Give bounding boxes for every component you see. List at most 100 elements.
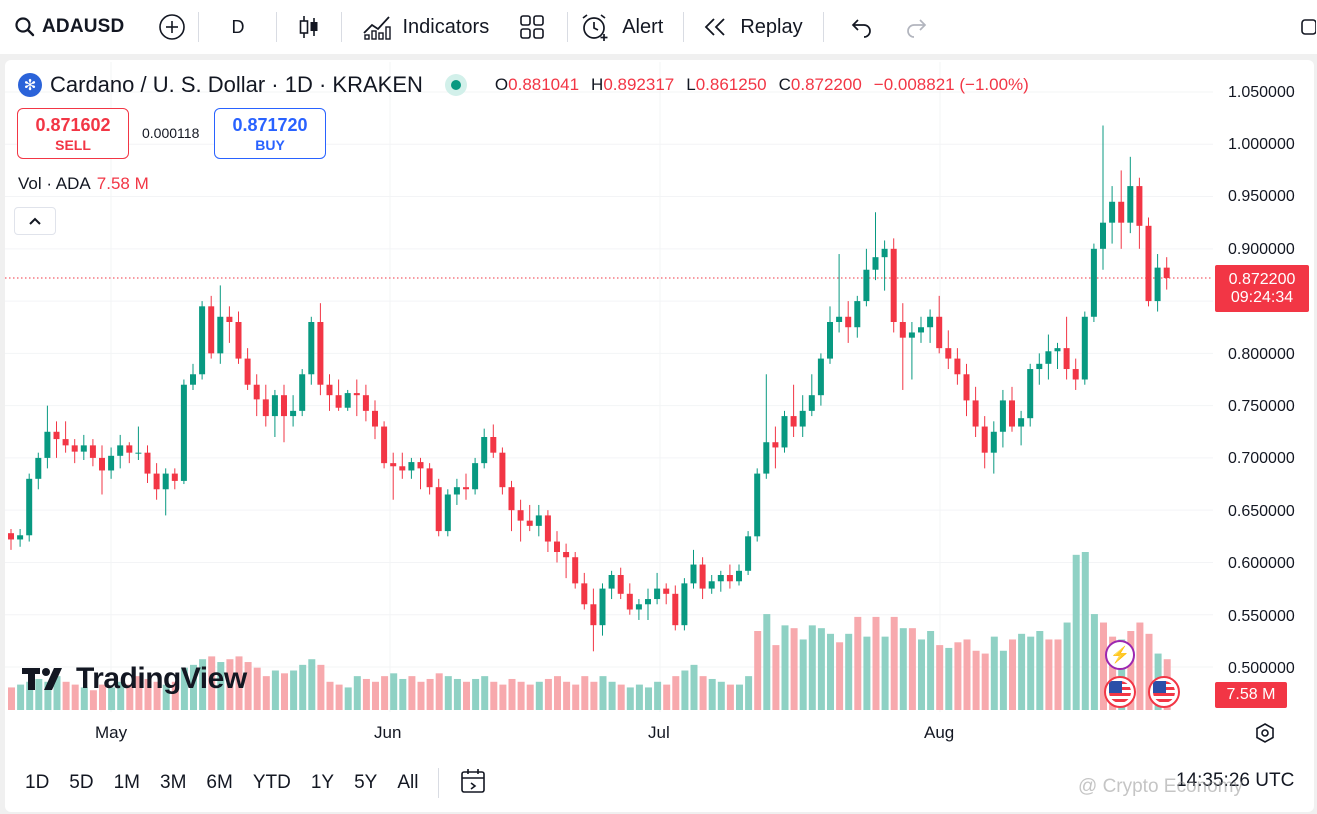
separator — [567, 12, 569, 42]
range-5y[interactable]: 5Y — [354, 772, 378, 793]
redo-button[interactable] — [904, 0, 930, 54]
volume-bar — [53, 676, 61, 710]
range-ytd[interactable]: YTD — [252, 772, 291, 793]
volume-bar — [271, 670, 279, 710]
candle — [290, 395, 297, 427]
sell-button[interactable]: 0.871602 SELL — [17, 108, 129, 159]
candle-body — [927, 316, 934, 328]
volume-bar — [108, 687, 116, 710]
candle — [26, 473, 33, 542]
range-6m[interactable]: 6M — [206, 772, 233, 793]
candle-body — [581, 583, 588, 605]
candle — [372, 400, 378, 440]
candle — [635, 599, 642, 620]
range-1y[interactable]: 1Y — [310, 772, 335, 793]
replay-button[interactable]: Replay — [702, 0, 803, 54]
candle-body — [1018, 418, 1025, 427]
candle-body — [526, 520, 533, 526]
utc-clock[interactable]: 14:35:26 UTC — [1176, 770, 1295, 791]
candle-body — [699, 564, 706, 589]
candle-body — [35, 457, 42, 479]
us-flag-event-icon[interactable] — [1148, 676, 1180, 708]
right-toolbar-button[interactable] — [1300, 0, 1316, 54]
volume-bar — [1127, 631, 1135, 710]
candle-body — [1036, 363, 1043, 370]
candle — [89, 439, 96, 467]
candle-body — [772, 442, 779, 448]
candle — [654, 572, 661, 605]
candle — [981, 416, 988, 469]
range-5d[interactable]: 5D — [69, 772, 94, 793]
symbol-search[interactable]: ADAUSD — [14, 0, 124, 54]
candle-body — [453, 487, 460, 495]
buy-button[interactable]: 0.871720 BUY — [214, 108, 326, 159]
range-1m[interactable]: 1M — [113, 772, 140, 793]
layouts-button[interactable] — [519, 0, 545, 54]
price-axis-label: 0.600000 — [1228, 555, 1295, 572]
volume-bar — [990, 636, 998, 710]
candle-body — [408, 462, 415, 471]
candle — [508, 480, 515, 532]
low-value: 0.861250 — [695, 75, 767, 94]
candle — [162, 468, 169, 516]
candle-body — [1072, 369, 1079, 380]
candle-body — [126, 445, 133, 453]
volume-bar — [1027, 636, 1035, 710]
candle — [927, 309, 934, 343]
undo-icon — [851, 19, 871, 38]
go-to-date-button[interactable] — [459, 767, 487, 800]
volume-value: 7.58 M — [96, 174, 149, 193]
compare-button[interactable] — [158, 0, 186, 54]
candle — [217, 285, 224, 364]
candle — [481, 428, 488, 469]
interval-button[interactable]: D — [231, 16, 245, 37]
us-flag-event-icon[interactable] — [1104, 676, 1136, 708]
volume-bar — [244, 662, 252, 710]
candle — [754, 468, 761, 542]
series-title[interactable]: Cardano / U. S. Dollar · 1D · KRAKEN — [50, 72, 423, 97]
redo-icon — [906, 19, 926, 38]
volume-bar — [654, 681, 662, 710]
candle-body — [271, 395, 278, 417]
spread-value: 0.000118 — [142, 125, 200, 141]
price-axis-label: 0.800000 — [1228, 346, 1295, 363]
range-1d[interactable]: 1D — [25, 772, 50, 793]
volume-bar — [99, 684, 106, 710]
candle-body — [808, 395, 815, 411]
indicators-button[interactable]: Indicators — [362, 0, 489, 54]
candle — [945, 330, 952, 370]
volume-bar — [326, 681, 334, 710]
volume-bar — [1136, 622, 1144, 710]
chart-type-button[interactable] — [295, 0, 323, 54]
volume-bar — [190, 664, 197, 710]
lightning-event-icon[interactable]: ⚡ — [1105, 640, 1135, 670]
alert-button[interactable]: Alert — [580, 0, 663, 54]
candle-body — [208, 306, 215, 354]
settings-button[interactable] — [1254, 722, 1276, 749]
candle — [53, 421, 60, 458]
high-value: 0.892317 — [603, 75, 675, 94]
collapse-legend-button[interactable] — [14, 207, 56, 235]
volume-bar — [435, 673, 443, 710]
volume-bar — [253, 667, 261, 710]
undo-button[interactable] — [848, 0, 874, 54]
volume-legend[interactable]: Vol · ADA 7.58 M — [18, 174, 149, 194]
candle — [208, 295, 215, 359]
volume-bar — [344, 687, 352, 710]
candle-body — [299, 374, 306, 411]
rewind-icon — [705, 18, 725, 36]
range-3m[interactable]: 3M — [160, 772, 187, 793]
candle-body — [171, 473, 178, 481]
bottom-toolbar: 1D 5D 1M 3M 6M YTD 1Y 5Y All — [5, 758, 1305, 808]
volume-bar — [44, 681, 52, 710]
volume-bar — [235, 656, 243, 710]
range-all[interactable]: All — [397, 772, 419, 793]
volume-bar — [827, 633, 834, 710]
candle — [1009, 386, 1015, 432]
candle-body — [708, 581, 715, 589]
candle — [426, 463, 433, 495]
volume-bar — [927, 631, 935, 710]
volume-bar — [845, 633, 853, 710]
candle — [563, 543, 570, 579]
